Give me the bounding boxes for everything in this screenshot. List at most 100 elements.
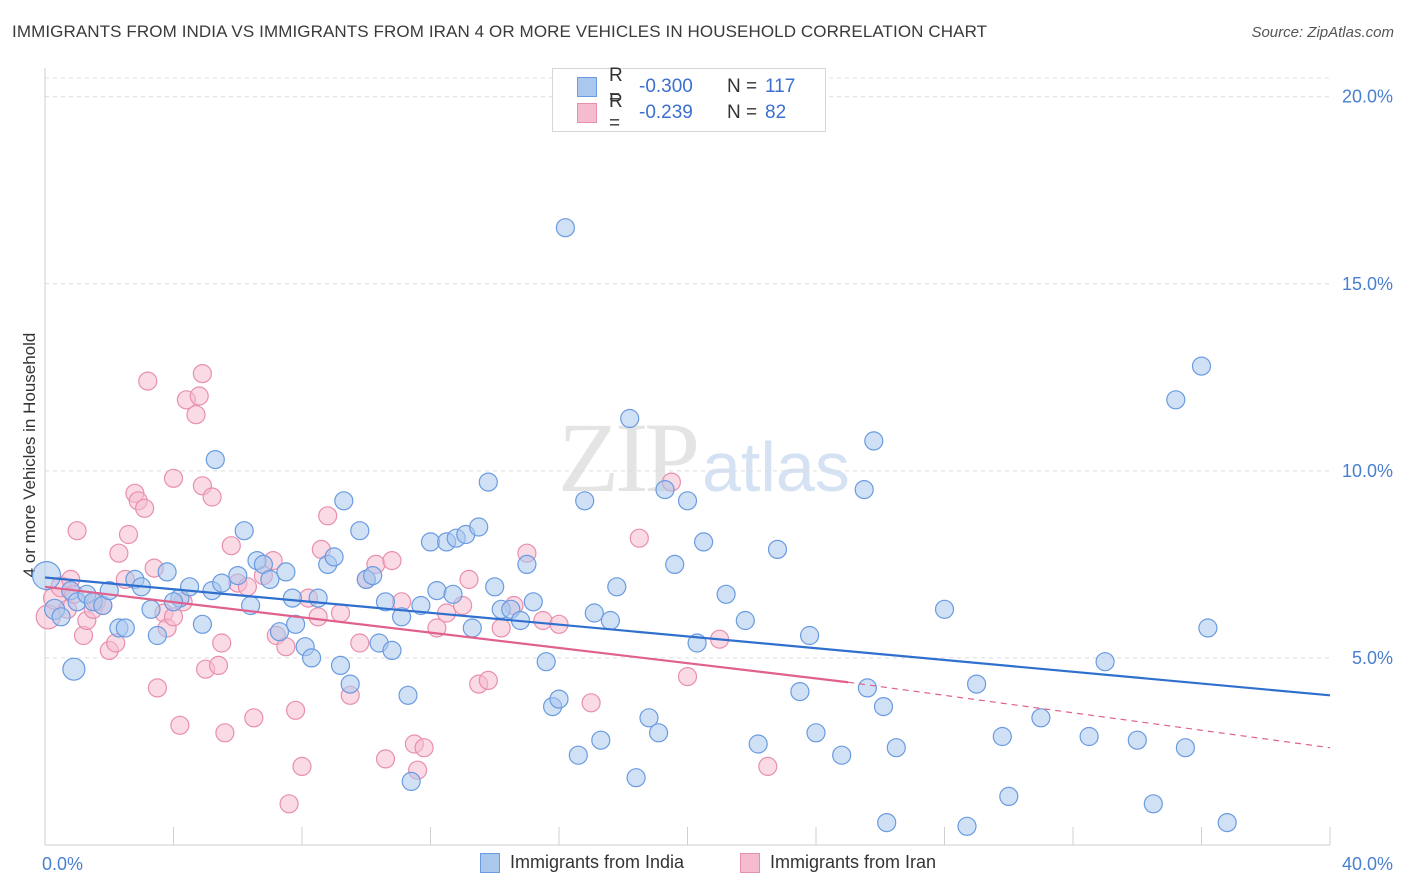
legend-n-value-india: 117 xyxy=(765,76,796,97)
y-tick-label-0: 5.0% xyxy=(1352,648,1393,668)
series-swatch-iran xyxy=(740,852,760,873)
iran-point-26 xyxy=(163,468,184,488)
india-point-32 xyxy=(282,588,302,608)
india-point-104 xyxy=(999,786,1019,807)
india-point-103 xyxy=(992,726,1012,747)
iran-point-60 xyxy=(382,550,402,571)
india-point-111 xyxy=(1175,738,1196,758)
india-point-86 xyxy=(716,584,736,604)
india-point-99 xyxy=(886,738,906,758)
source-credit: Source: ZipAtlas.com xyxy=(1251,24,1394,41)
india-point-71 xyxy=(568,745,588,765)
india-point-20 xyxy=(192,614,212,634)
india-points xyxy=(31,218,1237,836)
india-point-107 xyxy=(1095,652,1115,672)
iran-point-74 xyxy=(533,610,553,631)
iran-point-32 xyxy=(192,364,212,384)
india-point-93 xyxy=(832,745,852,765)
india-point-40 xyxy=(334,491,354,511)
india-point-33 xyxy=(286,614,306,634)
legend-r-label: R = xyxy=(609,65,623,108)
iran-point-39 xyxy=(221,536,241,556)
iran-point-6 xyxy=(67,521,87,541)
india-point-108 xyxy=(1127,730,1147,750)
legend-n-label: N = xyxy=(727,76,758,97)
india-point-30 xyxy=(269,622,290,642)
india-point-65 xyxy=(517,554,537,575)
series-swatch-india xyxy=(480,852,500,873)
iran-point-36 xyxy=(208,655,229,676)
india-point-110 xyxy=(1166,390,1186,410)
india-point-23 xyxy=(205,450,225,470)
india-point-112 xyxy=(1191,356,1212,376)
x-tick-label-0: 0.0% xyxy=(42,854,83,874)
india-point-25 xyxy=(234,521,254,541)
iran-point-47 xyxy=(279,794,299,814)
iran-trend-line-extrapolated xyxy=(848,681,1331,749)
india-point-106 xyxy=(1079,726,1099,747)
india-point-101 xyxy=(957,816,977,836)
iran-point-51 xyxy=(308,607,328,627)
series-name-iran: Immigrants from Iran xyxy=(770,852,937,872)
legend-swatch-iran xyxy=(577,103,597,123)
india-point-69 xyxy=(549,689,569,709)
india-point-41 xyxy=(340,674,360,694)
legend-r-value-india: -0.300 xyxy=(639,76,693,97)
india-point-74 xyxy=(591,730,611,750)
india-point-76 xyxy=(607,577,627,597)
india-point-78 xyxy=(626,768,646,788)
india-point-79 xyxy=(639,708,659,728)
iran-trend-line xyxy=(44,585,849,684)
iran-point-14 xyxy=(109,543,129,563)
iran-point-48 xyxy=(286,700,306,720)
legend-r-value-iran: -0.239 xyxy=(639,102,693,123)
india-point-14 xyxy=(141,599,161,619)
india-point-105 xyxy=(1031,708,1051,728)
legend-r-label: R = xyxy=(609,91,623,134)
india-point-18 xyxy=(180,577,200,597)
india-point-92 xyxy=(806,723,826,743)
india-point-73 xyxy=(584,603,604,623)
india-point-42 xyxy=(350,521,370,541)
iran-point-81 xyxy=(758,756,778,777)
iran-point-19 xyxy=(135,498,155,518)
india-point-22 xyxy=(212,573,232,593)
iran-point-37 xyxy=(212,633,232,653)
iran-point-16 xyxy=(118,524,139,545)
x-tick-label-1: 40.0% xyxy=(1342,854,1393,874)
y-tick-label-1: 10.0% xyxy=(1342,461,1393,481)
legend-n-label: N = xyxy=(727,102,758,123)
series-name-india: Immigrants from India xyxy=(510,852,685,872)
india-point-102 xyxy=(966,674,987,694)
iran-point-53 xyxy=(318,506,338,526)
iran-point-42 xyxy=(244,708,264,728)
correlation-legend: R = -0.300 N = 117 R = -0.239 N = 82 xyxy=(552,65,826,134)
india-point-46 xyxy=(375,592,396,612)
watermark-atlas: atlas xyxy=(702,428,850,506)
india-point-52 xyxy=(420,532,441,552)
india-point-89 xyxy=(767,539,788,560)
iran-point-49 xyxy=(292,756,312,777)
iran-point-54 xyxy=(330,603,351,623)
iran-point-38 xyxy=(215,723,235,743)
india-point-58 xyxy=(462,618,482,638)
india-point-98 xyxy=(877,812,897,833)
iran-point-30 xyxy=(186,405,206,425)
india-point-59 xyxy=(469,517,489,537)
india-point-7 xyxy=(62,657,86,681)
india-point-38 xyxy=(324,547,344,567)
axes xyxy=(44,68,1331,846)
india-point-24 xyxy=(228,565,248,586)
india-point-113 xyxy=(1198,618,1218,638)
india-point-55 xyxy=(443,584,463,604)
india-point-36 xyxy=(308,588,328,608)
india-point-114 xyxy=(1217,812,1237,833)
iran-point-35 xyxy=(202,487,222,507)
india-point-50 xyxy=(401,771,421,792)
india-point-91 xyxy=(799,625,820,646)
india-point-29 xyxy=(260,569,280,590)
tick-labels: 5.0% 10.0% 15.0% 20.0% 0.0% 40.0% xyxy=(42,87,1393,874)
india-point-97 xyxy=(873,696,894,717)
india-point-48 xyxy=(392,607,412,627)
